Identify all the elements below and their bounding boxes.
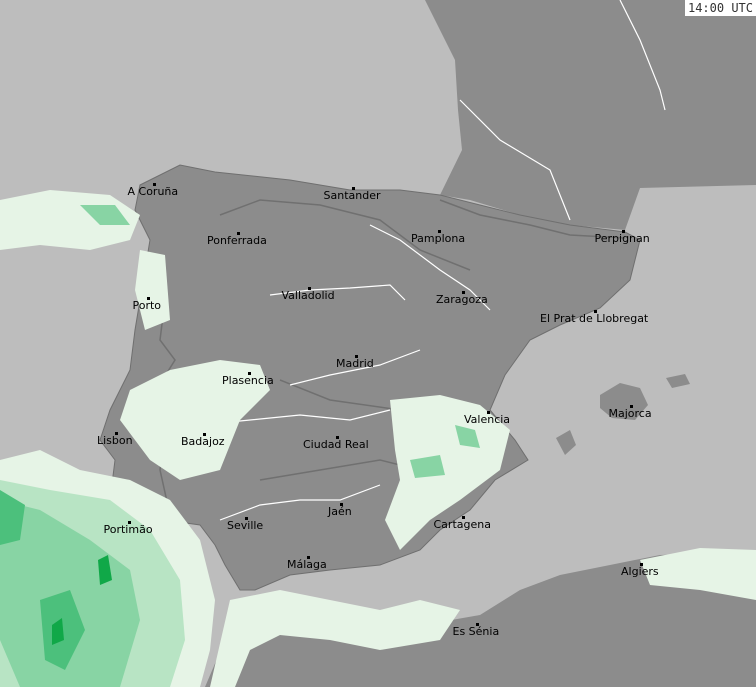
city-dot	[630, 405, 633, 408]
city-dot	[307, 556, 310, 559]
city-label: Porto	[132, 299, 162, 312]
city-dot	[248, 372, 251, 375]
city-dot	[462, 516, 465, 519]
city-label: Madrid	[336, 357, 374, 370]
city-label: Santander	[323, 189, 381, 202]
city-dot	[352, 187, 355, 190]
city-dot	[308, 287, 311, 290]
city-dot	[462, 291, 465, 294]
city-dot	[115, 432, 118, 435]
city-dot	[237, 232, 240, 235]
city-label: Pamplona	[411, 232, 466, 245]
city-label: Zaragoza	[436, 293, 488, 306]
city-label: Majorca	[608, 407, 652, 420]
city-label: Es Sénia	[452, 625, 500, 638]
city-dot	[153, 183, 156, 186]
city-dot	[203, 433, 206, 436]
ibiza	[556, 430, 576, 455]
city-dot	[487, 411, 490, 414]
africa-land	[205, 552, 756, 687]
city-dot	[438, 230, 441, 233]
city-dot	[355, 355, 358, 358]
precipitation-layer	[0, 190, 756, 687]
city-label: A Coruña	[127, 185, 179, 198]
city-label: Ponferrada	[207, 234, 267, 247]
city-label: Lisbon	[97, 434, 133, 447]
france-land	[425, 0, 756, 230]
city-dot	[336, 436, 339, 439]
minorca	[666, 374, 690, 388]
city-dot	[128, 521, 131, 524]
city-label: Ciudad Real	[303, 438, 369, 451]
majorca	[600, 383, 648, 420]
city-label: El Prat de Llobregat	[540, 312, 649, 325]
city-dot	[340, 503, 343, 506]
city-label: Seville	[227, 519, 264, 532]
city-dot	[245, 517, 248, 520]
city-label: Algiers	[621, 565, 659, 578]
rivers	[199, 0, 666, 521]
city-dot	[476, 623, 479, 626]
timestamp-label: 14:00 UTC	[684, 0, 756, 16]
city-dot	[594, 310, 597, 313]
iberia-land	[99, 164, 641, 591]
city-label: Cartagena	[433, 518, 491, 531]
city-label: Valencia	[464, 413, 511, 426]
city-label: Valladolid	[281, 289, 335, 302]
city-label: Perpignan	[594, 232, 650, 245]
city-dot	[622, 230, 625, 233]
city-dot	[147, 297, 150, 300]
city-label: Málaga	[287, 558, 327, 571]
city-label: Portimão	[103, 523, 153, 536]
city-label: Plasencia	[222, 374, 274, 387]
city-dot	[640, 563, 643, 566]
city-label: Jaén	[328, 505, 352, 518]
city-label: Badajoz	[181, 435, 225, 448]
